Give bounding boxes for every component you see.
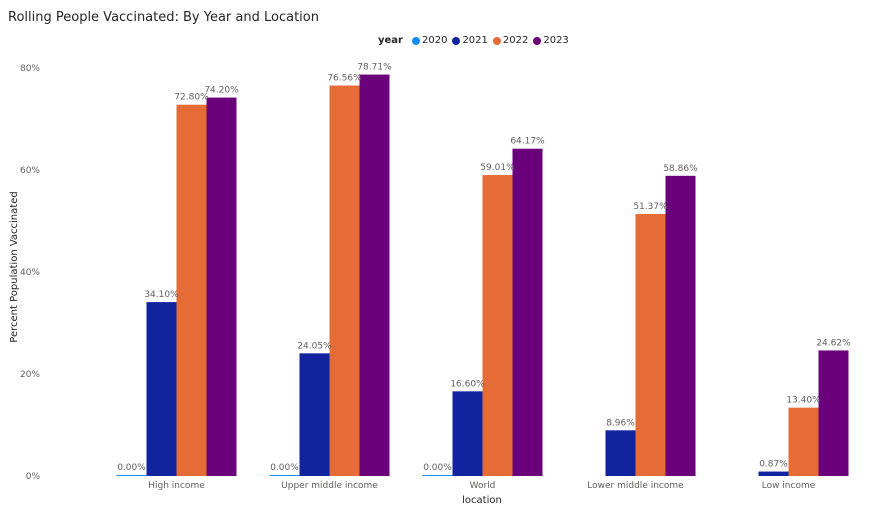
data-label: 76.56% — [327, 74, 362, 84]
bar-2022-world[interactable] — [482, 175, 513, 476]
data-label: 72.80% — [174, 93, 209, 103]
data-label: 8.96% — [606, 418, 635, 428]
y-tick-label: 60% — [20, 166, 40, 176]
data-label: 24.05% — [297, 341, 332, 351]
bar-2020-world[interactable] — [422, 475, 453, 476]
x-category-label: Lower middle income — [587, 481, 684, 491]
data-label: 64.17% — [510, 137, 545, 147]
legend-label: 2021 — [462, 35, 488, 46]
bar-2023-low-income[interactable] — [818, 350, 849, 476]
bars-group — [116, 74, 849, 476]
y-tick-label: 0% — [26, 472, 41, 482]
bar-2021-low-income[interactable] — [758, 471, 789, 476]
y-axis-title: Percent Population Vaccinated — [9, 191, 20, 342]
bar-2021-world[interactable] — [452, 391, 483, 476]
legend-dot-icon — [452, 36, 461, 45]
data-label: 78.71% — [357, 63, 392, 73]
legend-dot-icon — [411, 36, 420, 45]
legend-dot-icon — [492, 36, 501, 45]
data-label: 0.00% — [423, 463, 452, 473]
data-label: 34.10% — [144, 290, 179, 300]
bar-2021-upper-middle-income[interactable] — [299, 353, 330, 476]
legend-item-2023[interactable]: 2023 — [533, 35, 569, 46]
legend-label: 2020 — [421, 35, 448, 46]
legend-item-2020[interactable]: 2020 — [411, 35, 448, 46]
data-label: 0.00% — [270, 463, 299, 473]
data-label: 74.20% — [204, 86, 239, 96]
data-label: 0.00% — [117, 463, 146, 473]
legend-label: 2023 — [543, 35, 569, 46]
x-category-label: Low income — [762, 481, 816, 491]
bar-2020-upper-middle-income[interactable] — [269, 475, 300, 476]
x-axis: High income Upper middle income World Lower… — [148, 481, 815, 491]
bar-2023-world[interactable] — [512, 148, 543, 476]
data-label: 58.86% — [663, 164, 698, 174]
data-label: 59.01% — [480, 163, 515, 173]
bar-2022-high-income[interactable] — [176, 104, 207, 476]
x-category-label: Upper middle income — [281, 481, 378, 491]
bar-2021-high-income[interactable] — [146, 302, 177, 476]
data-label: 0.87% — [759, 460, 788, 470]
legend-label: 2022 — [502, 35, 529, 46]
x-category-label: World — [470, 481, 496, 491]
data-label: 51.37% — [633, 202, 668, 212]
x-axis-title: location — [462, 495, 502, 506]
legend-item-2021[interactable]: 2021 — [452, 35, 488, 46]
bar-2022-low-income[interactable] — [788, 407, 819, 476]
legend-title: year — [378, 35, 403, 46]
x-category-label: High income — [148, 481, 205, 491]
bar-2022-upper-middle-income[interactable] — [329, 85, 360, 476]
y-tick-label: 80% — [20, 64, 40, 74]
legend-item-2022[interactable]: 2022 — [492, 35, 529, 46]
chart-title: Rolling People Vaccinated: By Year and L… — [8, 10, 319, 25]
legend-dot-icon — [533, 36, 542, 45]
bar-2021-lower-middle-income[interactable] — [605, 430, 636, 476]
bar-2022-lower-middle-income[interactable] — [635, 214, 666, 476]
bar-2023-upper-middle-income[interactable] — [359, 74, 390, 476]
legend: year 2020 2021 2022 2023 — [378, 35, 571, 46]
data-labels-group: 0.00% 34.10% 72.80%74.20% 0.00% 24.05% 76.56%… — [117, 63, 851, 473]
data-label: 24.62% — [816, 338, 851, 348]
y-axis: 0% 20% 40% 60% 80% — [20, 64, 40, 482]
bar-2020-high-income[interactable] — [116, 475, 147, 476]
bar-2023-high-income[interactable] — [206, 97, 237, 476]
y-tick-label: 40% — [20, 268, 40, 278]
data-label: 16.60% — [450, 379, 485, 389]
bar-2023-lower-middle-income[interactable] — [665, 175, 696, 476]
y-tick-label: 20% — [20, 370, 40, 380]
data-label: 13.40% — [786, 396, 821, 406]
